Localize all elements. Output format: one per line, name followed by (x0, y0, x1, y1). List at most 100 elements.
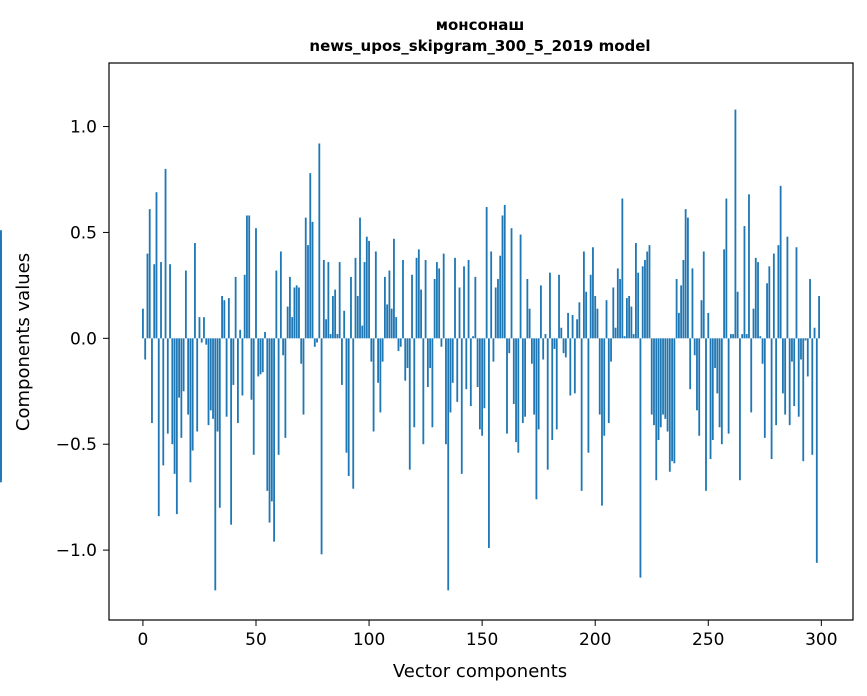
bar-94 (354, 257, 357, 339)
bar-236 (675, 279, 678, 339)
bar-80 (322, 259, 325, 339)
bar-90 (345, 338, 348, 453)
y-tick-label: −0.5 (56, 435, 97, 455)
bar-217 (632, 334, 635, 339)
bar-series (0, 109, 820, 591)
bar-165 (515, 338, 517, 443)
x-tick-label: 50 (245, 630, 267, 650)
bar-75 (311, 221, 314, 339)
bar-24 (196, 338, 199, 432)
bar-88 (341, 338, 343, 385)
bar-286 (788, 338, 791, 426)
bar-239 (682, 259, 685, 339)
bar-298 (815, 338, 818, 563)
bar-114 (399, 338, 402, 347)
bar-104 (377, 338, 380, 383)
bar-138 (454, 257, 456, 339)
bar-237 (677, 312, 680, 339)
bar-11 (166, 338, 169, 434)
bar-31 (212, 338, 214, 419)
bar-230 (662, 338, 664, 415)
bar-63 (284, 338, 287, 438)
bar-232 (666, 338, 669, 432)
bar-154 (490, 251, 493, 339)
bar-214 (625, 298, 628, 339)
bar-145 (469, 338, 472, 407)
bar-262 (734, 109, 737, 339)
bar-6 (155, 192, 158, 339)
bar-285 (786, 236, 789, 339)
bar-177 (542, 338, 545, 360)
bar-98 (363, 262, 366, 339)
bar-277 (768, 266, 771, 339)
bar-56 (268, 338, 271, 523)
x-tick-label: 100 (353, 630, 385, 650)
bar-238 (680, 285, 683, 339)
bar-106 (381, 338, 384, 362)
bar-55 (266, 338, 269, 491)
bar-28 (205, 338, 208, 345)
y-tick-label: 1.0 (70, 118, 97, 138)
y-tick-label: −1.0 (56, 541, 97, 561)
bar-87 (338, 262, 341, 339)
bar-204 (603, 338, 606, 436)
bar-131 (438, 268, 441, 339)
bar-211 (619, 279, 621, 339)
bar-279 (772, 253, 775, 339)
bar-134 (445, 338, 447, 445)
bar-257 (723, 249, 726, 339)
bar-231 (664, 338, 667, 419)
bar-241 (687, 217, 689, 339)
bar-282 (779, 185, 782, 339)
bar-111 (393, 238, 395, 339)
bar-20 (187, 338, 190, 415)
bar-76 (313, 338, 316, 347)
bar-218 (635, 243, 637, 339)
bar-129 (433, 279, 436, 339)
bar-102 (372, 338, 375, 432)
bar-143 (465, 338, 468, 390)
bar-170 (526, 279, 529, 339)
x-axis-ticks: 0 50 100 150 200 250 300 (138, 620, 838, 650)
bar-73 (307, 245, 309, 339)
bar-92 (350, 276, 352, 339)
bar-48 (250, 338, 253, 400)
bar-70 (300, 338, 303, 364)
bar-82 (327, 262, 330, 339)
x-tick-label: 150 (466, 630, 498, 650)
bar-136 (449, 338, 452, 413)
bar-47 (248, 215, 251, 339)
bar-194 (580, 338, 583, 491)
bar-245 (696, 338, 698, 411)
bar-292 (802, 338, 805, 462)
bar-259 (727, 338, 730, 434)
bar-205 (605, 300, 608, 339)
bar-208 (612, 287, 615, 339)
bar-44 (241, 338, 244, 396)
bar-267 (745, 334, 748, 339)
bar-29 (207, 338, 210, 426)
bar-157 (497, 279, 499, 339)
bar-191 (573, 338, 576, 394)
bar-168 (521, 338, 524, 424)
bar-158 (499, 255, 502, 339)
bar-261 (732, 334, 735, 339)
bar-216 (630, 306, 633, 339)
bar-264 (739, 338, 741, 481)
bar-66 (291, 317, 294, 339)
bar-133 (442, 253, 445, 339)
bar-223 (646, 251, 649, 339)
bar-290 (797, 338, 800, 417)
bar-95 (356, 295, 359, 339)
bar-164 (512, 338, 515, 404)
bar-240 (684, 209, 687, 339)
bar-159 (501, 215, 504, 339)
bar-32 (214, 338, 217, 591)
bar-283 (781, 338, 784, 394)
bar-166 (517, 338, 520, 453)
bar-38 (227, 298, 230, 339)
bar-86 (336, 334, 339, 339)
x-axis-label: Vector components (393, 661, 567, 682)
bar-297 (813, 327, 816, 339)
bar-288 (793, 338, 796, 407)
